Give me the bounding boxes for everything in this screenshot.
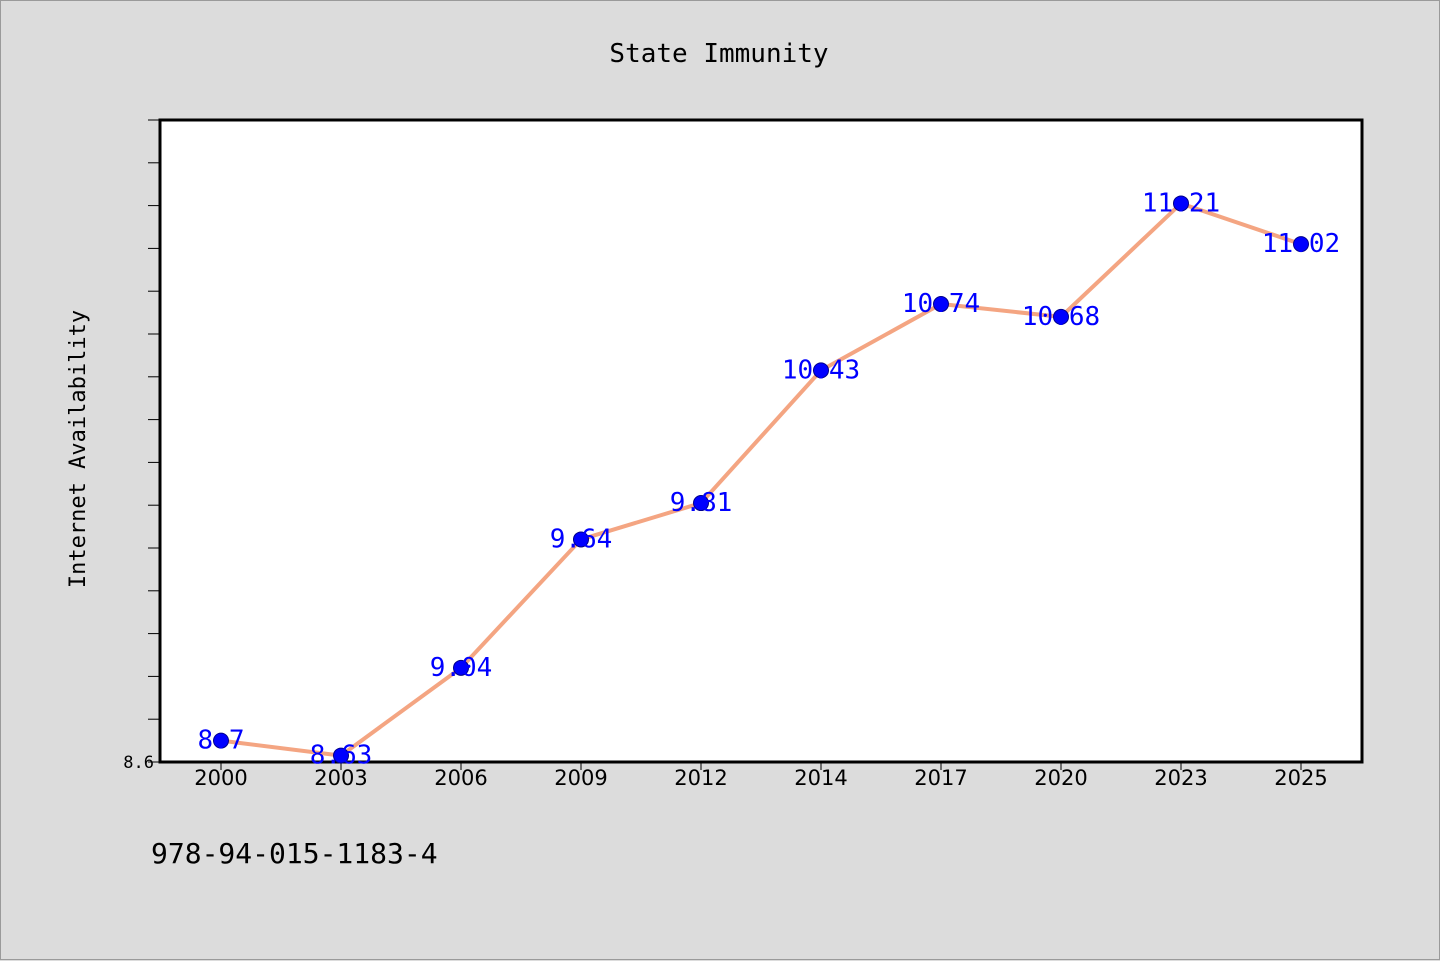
x-tick-label: 2025 [1274, 766, 1327, 790]
data-label: 11.21 [1142, 188, 1220, 218]
series-line [220, 201, 1302, 758]
data-label: 8.7 [198, 726, 245, 756]
x-tick-label: 2003 [314, 766, 367, 790]
data-point [1053, 308, 1069, 325]
x-tick-label: 2000 [194, 766, 247, 790]
x-tick-label: 2006 [434, 766, 487, 790]
x-tick-label: 2009 [554, 766, 607, 790]
data-point [453, 659, 469, 676]
data-label: 11.02 [1262, 229, 1340, 259]
data-label: 8.63 [310, 741, 373, 771]
data-point [213, 732, 229, 749]
data-labels-layer: 8.7 8.63 9.04 9.64 9.81 10.43 10.74 10.68 11.21 1… [198, 188, 1341, 770]
data-label: 10.68 [1022, 302, 1100, 332]
x-axis-ticks: 2000 2003 2006 2009 2012 2014 2017 2020 2023 2025 [194, 762, 1328, 790]
x-tick-label: 2012 [674, 766, 727, 790]
x-tick-label: 2023 [1154, 766, 1207, 790]
data-label: 9.64 [550, 524, 613, 554]
y-axis-ticks: 8.6 [123, 119, 160, 773]
data-point [1173, 195, 1189, 212]
chart-title: State Immunity [609, 39, 828, 69]
plot-area [158, 118, 1364, 764]
data-label: 9.04 [430, 653, 493, 683]
x-tick-label: 2017 [914, 766, 967, 790]
y-axis-label: Internet Availability [66, 310, 91, 588]
data-point [573, 531, 589, 548]
x-tick-label: 2020 [1034, 766, 1087, 790]
y-tick-label: 8.6 [123, 753, 154, 773]
data-point [333, 747, 349, 764]
data-point [1293, 236, 1309, 253]
footer-isbn: 978-94-015-1183-4 [151, 837, 438, 870]
data-point [813, 362, 829, 379]
data-point [693, 495, 709, 512]
data-label: 9.81 [670, 488, 733, 518]
data-label: 10.43 [782, 355, 860, 385]
data-label: 10.74 [902, 289, 980, 319]
data-point [933, 296, 949, 313]
x-tick-label: 2014 [794, 766, 847, 790]
series-layer [213, 195, 1309, 764]
